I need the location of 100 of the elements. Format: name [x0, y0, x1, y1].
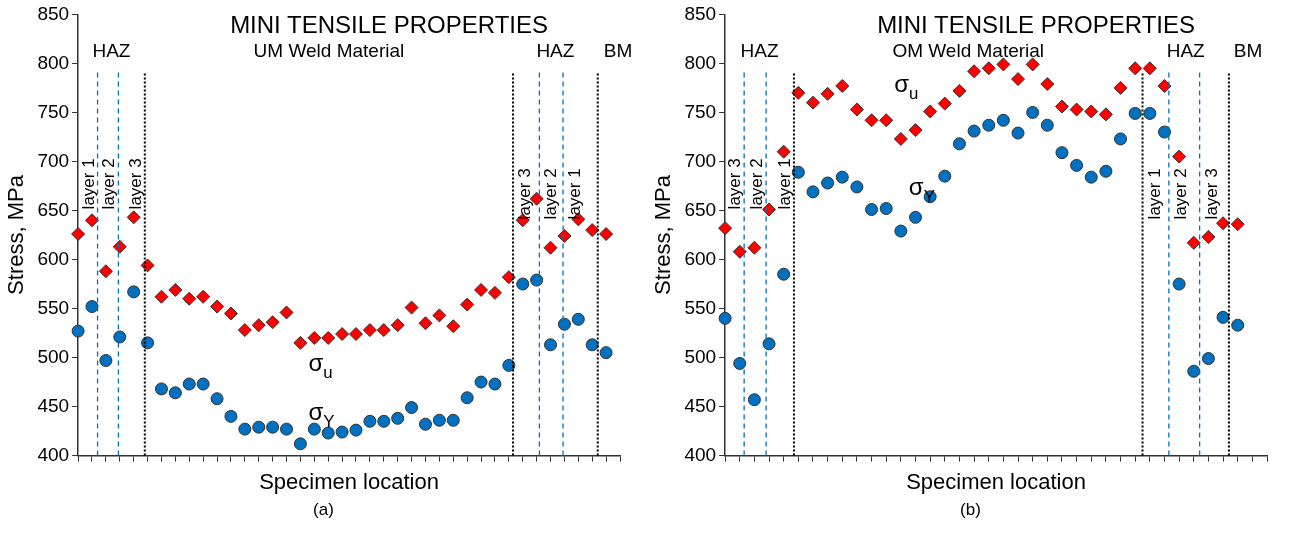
point: [1054, 99, 1069, 114]
point: [349, 327, 363, 342]
annotation: layer 1: [565, 168, 585, 220]
point: [99, 354, 113, 367]
point: [1187, 364, 1201, 378]
point: [791, 85, 806, 100]
point: [126, 210, 141, 225]
y-tick-label: 550: [684, 296, 717, 318]
x-axis-title: Specimen location: [259, 468, 439, 494]
point: [252, 420, 266, 434]
point: [1157, 125, 1171, 139]
point: [501, 270, 516, 285]
annotation: layer 2: [99, 158, 119, 210]
annotation: layer 1: [1144, 168, 1164, 220]
annotation: BM: [1233, 40, 1263, 62]
point: [1070, 158, 1084, 172]
point: [1011, 126, 1025, 140]
y-axis-title: Stress, MPa: [650, 174, 676, 295]
point: [238, 422, 252, 436]
point: [967, 64, 982, 79]
point: [776, 144, 791, 159]
point: [363, 414, 377, 428]
point: [141, 336, 155, 350]
point: [937, 96, 952, 111]
point: [1011, 72, 1026, 87]
point: [571, 312, 585, 326]
point: [599, 227, 614, 242]
annotation: HAZ: [536, 40, 575, 62]
point: [835, 78, 850, 93]
point: [1128, 61, 1143, 76]
point: [908, 123, 923, 138]
point: [196, 377, 210, 391]
point: [224, 409, 238, 423]
point: [71, 324, 85, 338]
point: [293, 437, 307, 451]
annotation: BM: [603, 40, 633, 62]
point: [487, 285, 502, 300]
annotation: layer 2: [541, 168, 561, 220]
point: [1143, 106, 1157, 120]
point: [210, 392, 224, 406]
point: [747, 393, 761, 407]
annotation: layer 1: [78, 158, 98, 210]
point: [850, 180, 864, 194]
point: [1069, 102, 1084, 117]
point: [474, 282, 489, 297]
point: [460, 297, 475, 312]
point: [112, 239, 127, 254]
point: [762, 337, 776, 351]
annotation: layer 3: [515, 168, 535, 220]
point: [182, 291, 197, 306]
point: [168, 282, 183, 297]
point: [460, 391, 474, 405]
point: [405, 401, 419, 415]
point: [805, 95, 820, 110]
point: [923, 104, 938, 119]
point: [982, 118, 996, 132]
y-tick-label: 750: [37, 100, 70, 122]
point: [1098, 107, 1113, 122]
point: [307, 330, 322, 345]
point: [585, 223, 600, 238]
y-tick-label: 800: [684, 51, 717, 73]
point: [996, 57, 1011, 72]
y-tick-label: 500: [37, 345, 70, 367]
y-tick-label: 550: [37, 296, 70, 318]
point: [432, 308, 447, 323]
point: [474, 375, 488, 389]
point: [1099, 164, 1113, 178]
point: [335, 327, 350, 342]
y-tick-label: 600: [684, 247, 717, 269]
annotation: layer 1: [774, 158, 794, 210]
point: [1128, 106, 1142, 120]
annotation: layer 2: [747, 158, 767, 210]
point: [154, 289, 169, 304]
point: [981, 61, 996, 76]
point: [349, 423, 363, 437]
point: [909, 210, 922, 224]
y-tick-label: 850: [37, 2, 70, 24]
point: [1230, 217, 1245, 232]
annotation: HAZ: [1166, 40, 1206, 62]
point: [404, 300, 419, 315]
point: [835, 170, 849, 184]
annotation: UM Weld Material: [253, 40, 405, 62]
point: [952, 83, 967, 98]
point: [516, 277, 530, 291]
point: [557, 317, 571, 331]
point: [996, 113, 1010, 127]
point: [223, 306, 238, 321]
point: [821, 176, 835, 190]
point: [390, 318, 405, 333]
y-tick-label: 400: [37, 443, 70, 465]
y-tick-label: 450: [37, 394, 70, 416]
point: [335, 425, 349, 439]
point: [791, 165, 805, 179]
point: [1114, 132, 1128, 146]
point: [1025, 57, 1040, 72]
point: [113, 330, 127, 344]
point: [543, 240, 558, 255]
point: [140, 258, 155, 273]
annotation: layer 2: [1170, 168, 1190, 220]
chart-title: MINI TENSILE PROPERTIES: [877, 11, 1195, 39]
